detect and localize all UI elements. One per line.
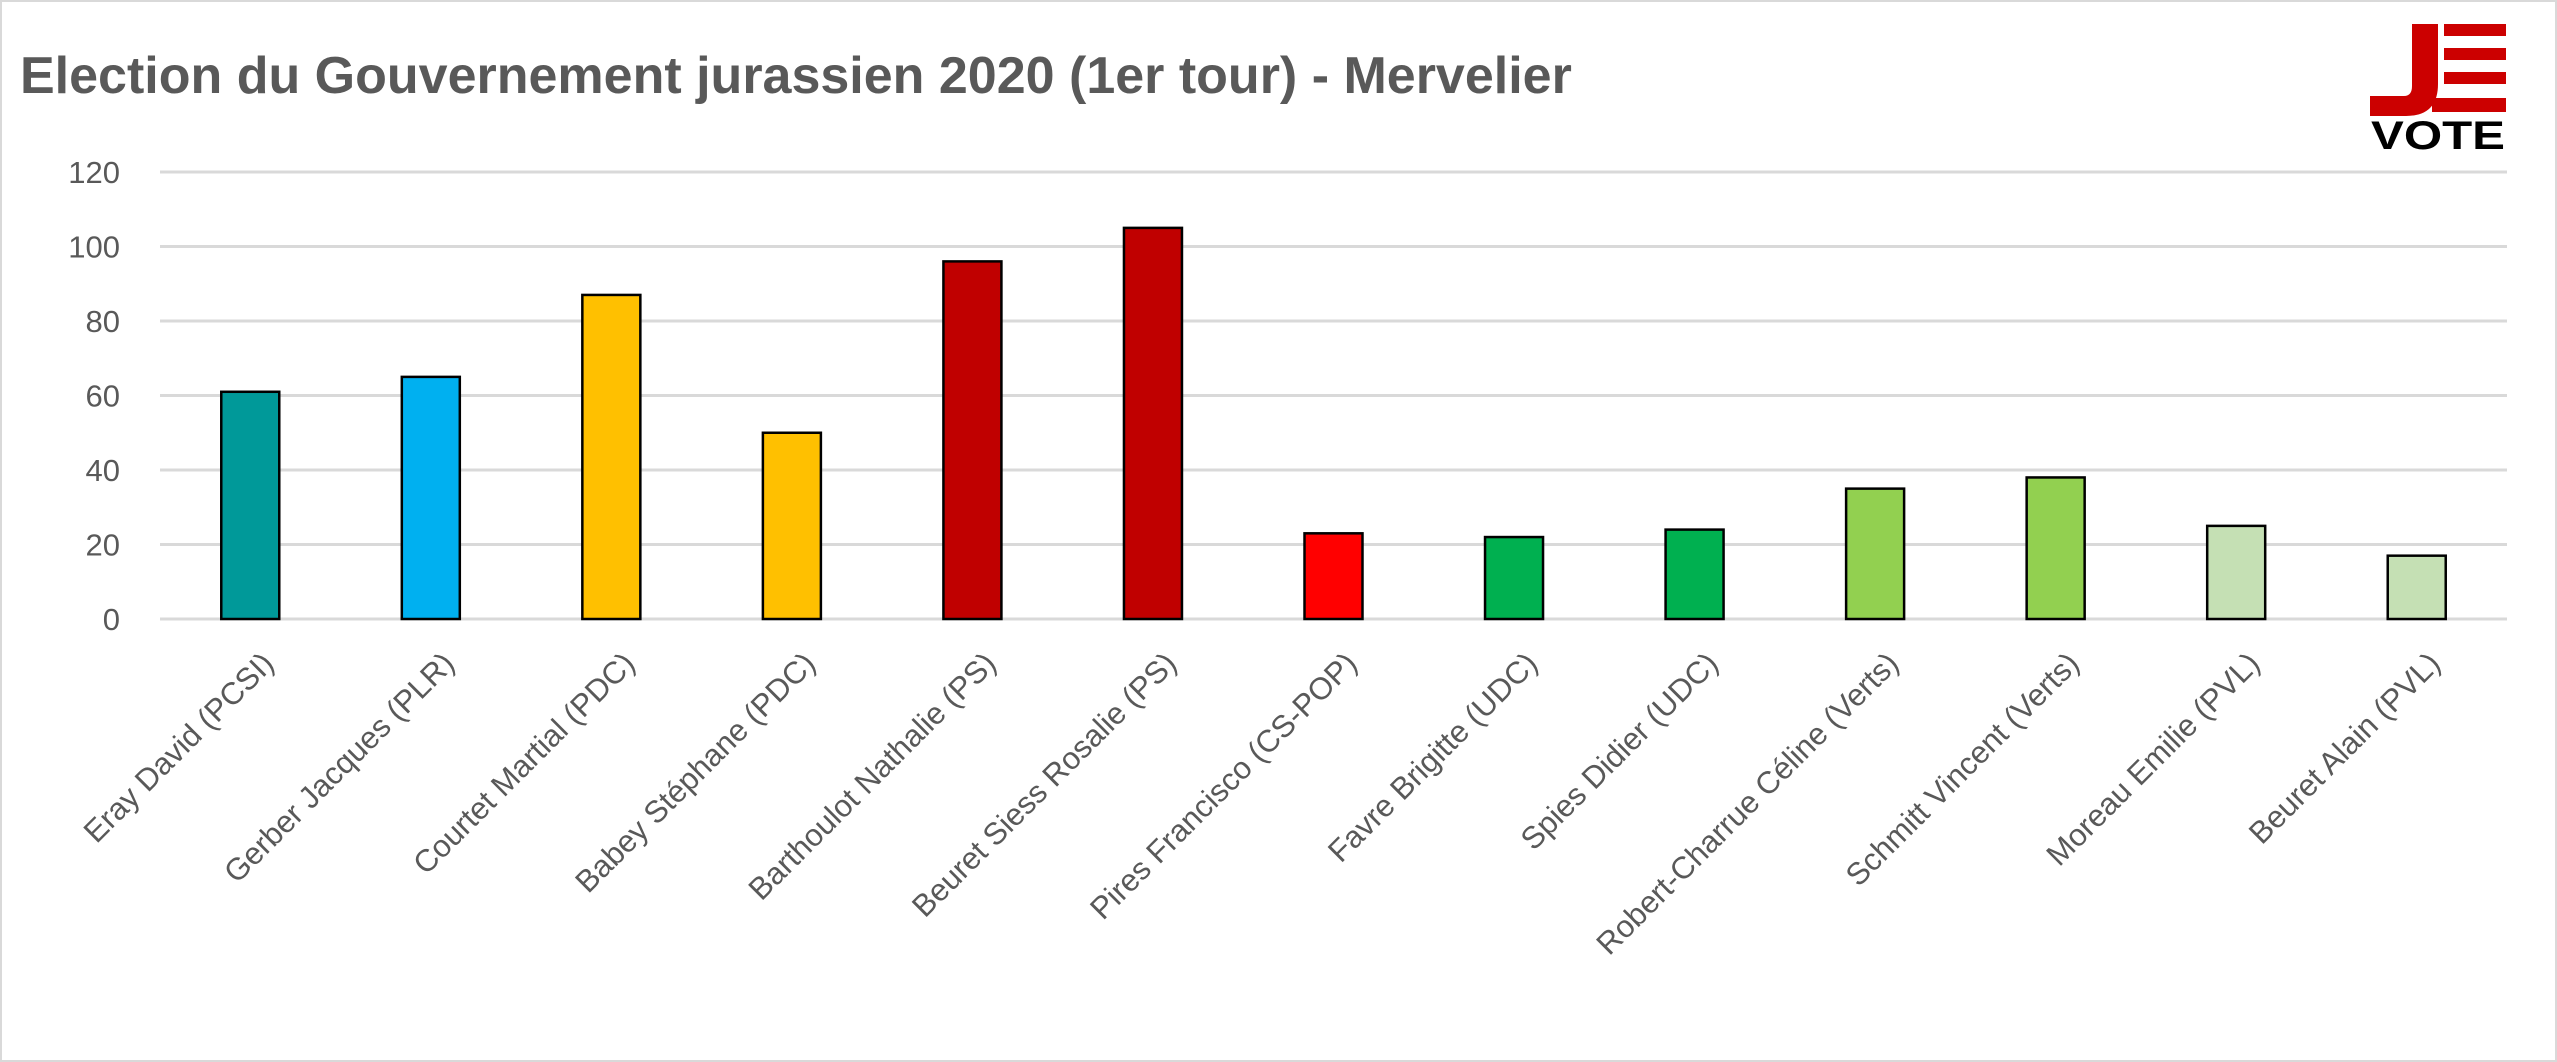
bar [1664, 528, 1725, 621]
x-tick-label: Robert-Charrue Céline (Verts) [1589, 646, 1905, 962]
chart-title: Election du Gouvernement jurassien 2020 … [20, 47, 1572, 105]
bar [1844, 487, 1906, 621]
y-tick-label: 80 [86, 304, 120, 339]
bar [1303, 532, 1364, 621]
y-tick-label: 0 [103, 602, 120, 637]
y-tick-label: 40 [86, 453, 120, 488]
y-tick-label: 100 [68, 230, 120, 265]
bar [581, 293, 642, 621]
bar [761, 431, 823, 621]
bar [942, 260, 1003, 621]
bar [1483, 535, 1545, 621]
y-tick-label: 60 [86, 379, 120, 414]
y-tick-label: 20 [86, 528, 120, 563]
x-tick-label: Eray David (PCSI) [77, 646, 281, 850]
y-tick-label: 120 [68, 155, 120, 190]
bar [2205, 524, 2267, 621]
x-tick-label: Spies Didier (UDC) [1514, 646, 1725, 857]
bar [220, 390, 281, 621]
bar [1122, 226, 1184, 621]
svg-text:VOTE: VOTE [2371, 114, 2505, 152]
je-vote-logo: VOTE [2370, 24, 2506, 152]
x-tick-label: Beuret Alain (PVL) [2242, 646, 2447, 851]
bar [2025, 476, 2086, 621]
bar [2386, 554, 2447, 621]
bar [400, 375, 462, 621]
